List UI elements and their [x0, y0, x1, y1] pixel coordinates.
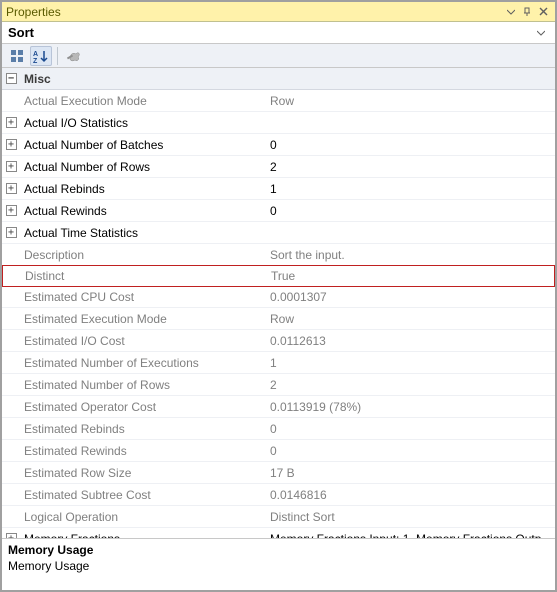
prop-estimated-subtree-cost[interactable]: Estimated Subtree Cost 0.0146816: [2, 484, 555, 506]
prop-estimated-row-size[interactable]: Estimated Row Size 17 B: [2, 462, 555, 484]
prop-actual-io-statistics[interactable]: + Actual I/O Statistics: [2, 112, 555, 134]
pin-icon[interactable]: [519, 4, 535, 20]
prop-name: Description: [20, 248, 264, 262]
prop-actual-execution-mode[interactable]: Actual Execution Mode Row: [2, 90, 555, 112]
prop-name: Distinct: [21, 269, 265, 283]
expand-icon[interactable]: +: [6, 205, 17, 216]
prop-value: 0: [264, 138, 555, 152]
collapse-icon[interactable]: −: [6, 73, 17, 84]
prop-name: Logical Operation: [20, 510, 264, 524]
prop-value: 0.0001307: [264, 290, 555, 304]
prop-name: Estimated I/O Cost: [20, 334, 264, 348]
prop-value: 0: [264, 422, 555, 436]
prop-name: Estimated Rewinds: [20, 444, 264, 458]
prop-name: Actual Rebinds: [20, 182, 264, 196]
expand-icon[interactable]: +: [6, 161, 17, 172]
expand-icon[interactable]: +: [6, 139, 17, 150]
prop-logical-operation[interactable]: Logical Operation Distinct Sort: [2, 506, 555, 528]
toolbar-separator: [57, 47, 58, 65]
prop-value: 0.0146816: [264, 488, 555, 502]
prop-value: 1: [264, 356, 555, 370]
prop-value: 2: [264, 378, 555, 392]
prop-value: Row: [264, 312, 555, 326]
titlebar: Properties: [2, 2, 555, 22]
prop-estimated-number-of-rows[interactable]: Estimated Number of Rows 2: [2, 374, 555, 396]
prop-value: 0.0112613: [264, 334, 555, 348]
prop-memory-fractions[interactable]: + Memory Fractions Memory Fractions Inpu…: [2, 528, 555, 538]
description-title: Memory Usage: [8, 543, 549, 557]
prop-value: Row: [264, 94, 555, 108]
prop-value: 0.0113919 (78%): [264, 400, 555, 414]
prop-name: Estimated Operator Cost: [20, 400, 264, 414]
prop-actual-number-of-rows[interactable]: + Actual Number of Rows 2: [2, 156, 555, 178]
prop-value: 1: [264, 182, 555, 196]
category-label: Misc: [20, 72, 264, 86]
prop-name: Estimated Subtree Cost: [20, 488, 264, 502]
toolbar: A Z: [2, 44, 555, 68]
property-pages-button[interactable]: [63, 46, 85, 66]
prop-actual-number-of-batches[interactable]: + Actual Number of Batches 0: [2, 134, 555, 156]
categorized-button[interactable]: [6, 46, 28, 66]
prop-description[interactable]: Description Sort the input.: [2, 244, 555, 266]
prop-name: Estimated Row Size: [20, 466, 264, 480]
prop-name: Estimated Execution Mode: [20, 312, 264, 326]
prop-value: Sort the input.: [264, 248, 555, 262]
prop-name: Actual Execution Mode: [20, 94, 264, 108]
prop-estimated-cpu-cost[interactable]: Estimated CPU Cost 0.0001307: [2, 286, 555, 308]
prop-estimated-execution-mode[interactable]: Estimated Execution Mode Row: [2, 308, 555, 330]
prop-name: Estimated Number of Executions: [20, 356, 264, 370]
expand-icon[interactable]: +: [6, 227, 17, 238]
prop-value: Distinct Sort: [264, 510, 555, 524]
prop-name: Actual I/O Statistics: [20, 116, 264, 130]
panel-title: Properties: [6, 5, 503, 19]
prop-value: 0: [264, 444, 555, 458]
description-pane: Memory Usage Memory Usage: [2, 538, 555, 590]
prop-name: Actual Number of Rows: [20, 160, 264, 174]
prop-name: Estimated Rebinds: [20, 422, 264, 436]
category-misc[interactable]: − Misc: [2, 68, 555, 90]
prop-estimated-number-of-executions[interactable]: Estimated Number of Executions 1: [2, 352, 555, 374]
subject-label: Sort: [8, 25, 533, 40]
subject-dropdown-icon[interactable]: [533, 25, 549, 40]
description-body: Memory Usage: [8, 559, 549, 573]
expand-icon[interactable]: +: [6, 117, 17, 128]
prop-name: Estimated CPU Cost: [20, 290, 264, 304]
prop-value: 0: [264, 204, 555, 218]
prop-value: 2: [264, 160, 555, 174]
prop-value: True: [265, 269, 355, 283]
prop-estimated-rewinds[interactable]: Estimated Rewinds 0: [2, 440, 555, 462]
prop-estimated-operator-cost[interactable]: Estimated Operator Cost 0.0113919 (78%): [2, 396, 555, 418]
subject-row[interactable]: Sort: [2, 22, 555, 44]
prop-name: Actual Time Statistics: [20, 226, 264, 240]
close-icon[interactable]: [535, 4, 551, 20]
prop-name: Actual Number of Batches: [20, 138, 264, 152]
prop-actual-rebinds[interactable]: + Actual Rebinds 1: [2, 178, 555, 200]
prop-actual-rewinds[interactable]: + Actual Rewinds 0: [2, 200, 555, 222]
prop-estimated-rebinds[interactable]: Estimated Rebinds 0: [2, 418, 555, 440]
prop-actual-time-statistics[interactable]: + Actual Time Statistics: [2, 222, 555, 244]
prop-name: Actual Rewinds: [20, 204, 264, 218]
dropdown-icon[interactable]: [503, 4, 519, 20]
svg-text:Z: Z: [33, 58, 38, 63]
prop-value: 17 B: [264, 466, 555, 480]
svg-text:A: A: [33, 51, 38, 58]
prop-name: Estimated Number of Rows: [20, 378, 264, 392]
prop-distinct[interactable]: Distinct True: [2, 265, 555, 287]
alphabetical-button[interactable]: A Z: [30, 46, 52, 66]
property-grid: − Misc Actual Execution Mode Row + Actua…: [2, 68, 555, 538]
expand-icon[interactable]: +: [6, 183, 17, 194]
prop-estimated-io-cost[interactable]: Estimated I/O Cost 0.0112613: [2, 330, 555, 352]
